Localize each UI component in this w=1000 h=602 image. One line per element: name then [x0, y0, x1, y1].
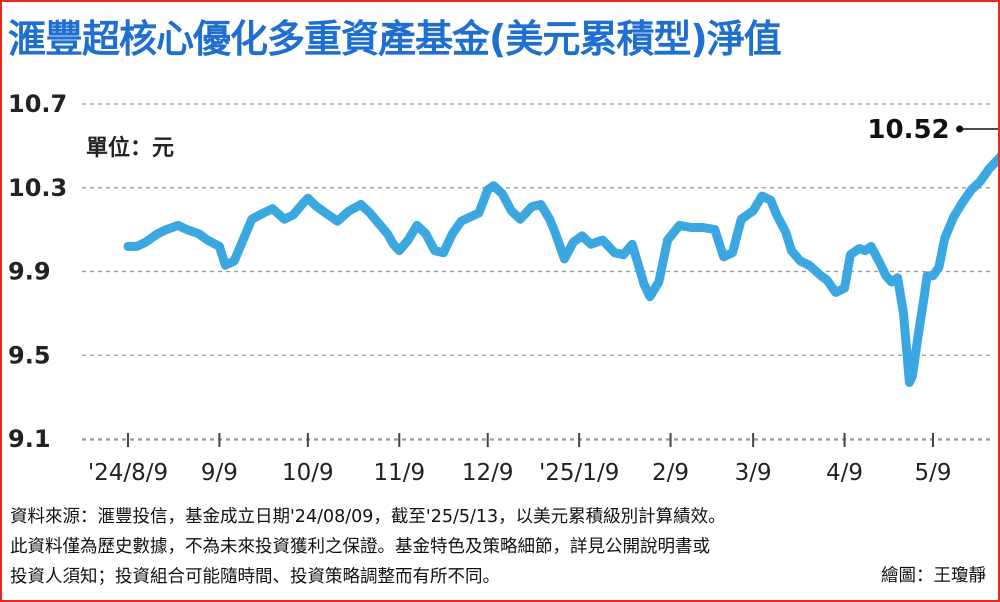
annotation-label: 10.52	[867, 115, 949, 145]
series-line	[123, 152, 998, 387]
annotation-dot	[956, 125, 964, 133]
credit-label: 繪圖：王瓊靜	[881, 566, 986, 586]
x-tick-label: 9/9	[201, 460, 238, 486]
source-note: 資料來源：滙豐投信，基金成立日期'24/08/09，截至'25/5/13，以美元…	[10, 502, 995, 592]
source-line: 投資人須知；投資組合可能隨時間、投資策略調整而有所不同。	[10, 567, 500, 587]
source-line: 此資料僅為歷史數據，不為未來投資獲利之保證。基金特色及策略細節，詳見公開說明書或	[10, 537, 710, 557]
y-tick-label: 9.9	[8, 258, 51, 286]
y-tick-label: 9.1	[8, 425, 51, 453]
x-tick-label: '24/8/9	[88, 460, 168, 486]
x-tick-label: 4/9	[826, 460, 863, 486]
x-tick-label: '25/1/9	[539, 460, 619, 486]
annotation-leader	[961, 128, 998, 130]
page-title: 滙豐超核心優化多重資產基金(美元累積型)淨值	[8, 17, 782, 61]
x-tick-label: 12/9	[462, 460, 514, 486]
x-tick-label: 11/9	[373, 460, 425, 486]
x-tick-label: 10/9	[282, 460, 334, 486]
x-tick-label: 3/9	[735, 460, 772, 486]
x-tick-label: 2/9	[652, 460, 689, 486]
line-chart: 10.7 10.3 9.9 9.5 9.1 '24/8/9 9/9 10/9 11/9 12/9 '…	[8, 90, 998, 486]
unit-label: 單位：元	[86, 136, 175, 161]
y-tick-label: 10.7	[8, 90, 67, 118]
x-tick-label: 5/9	[914, 460, 951, 486]
y-tick-label: 10.3	[8, 174, 67, 202]
y-tick-label: 9.5	[8, 341, 51, 369]
source-line: 資料來源：滙豐投信，基金成立日期'24/08/09，截至'25/5/13，以美元…	[10, 507, 726, 527]
